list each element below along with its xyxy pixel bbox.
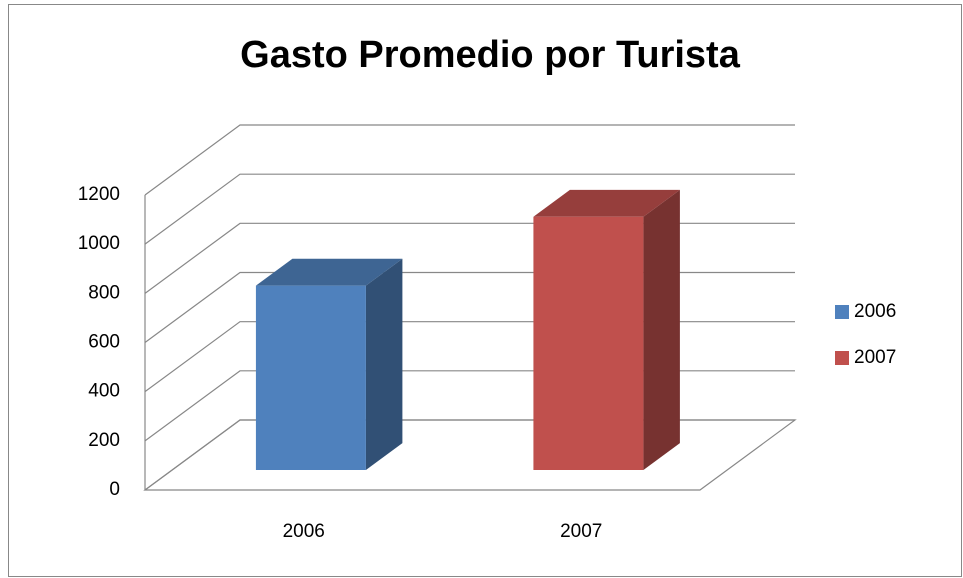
legend-swatch: [835, 305, 849, 319]
bar-front: [533, 216, 644, 470]
bar-front: [255, 285, 366, 470]
y-tick-label: 600: [88, 332, 120, 353]
y-tick-label: 1200: [78, 184, 120, 205]
y-tick-label: 800: [88, 282, 120, 303]
bar-top: [533, 189, 680, 217]
chart-title: Gasto Promedio por Turista: [240, 34, 741, 76]
legend-label: 2007: [854, 347, 896, 368]
bar: [533, 189, 680, 470]
chart-border: [8, 4, 962, 577]
y-tick-label: 0: [109, 479, 120, 500]
x-tick-label: 2006: [283, 521, 325, 542]
x-tick-label: 2007: [560, 521, 602, 542]
bar-side: [365, 258, 403, 470]
legend-label: 2006: [854, 301, 896, 322]
bar-top: [255, 258, 403, 286]
grid-line: [144, 124, 795, 196]
legend-swatch: [835, 351, 849, 365]
bar-side: [643, 189, 680, 470]
grid-line: [144, 173, 795, 245]
y-tick-label: 200: [88, 430, 120, 451]
bar: [255, 258, 403, 470]
y-tick-label: 1000: [78, 233, 120, 254]
y-tick-label: 400: [88, 381, 120, 402]
